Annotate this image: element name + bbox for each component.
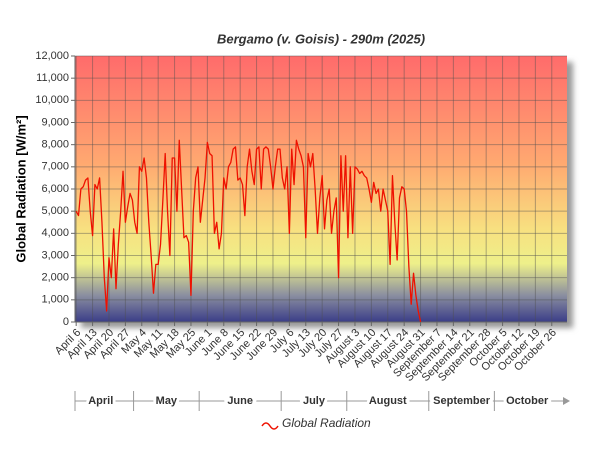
- chart-title: Bergamo (v. Goisis) - 290m (2025): [217, 31, 425, 46]
- legend-swatch: [261, 422, 279, 430]
- y-tick-label: 6,000: [41, 183, 69, 195]
- month-label: April: [88, 395, 113, 407]
- y-tick-label: 1,000: [41, 294, 69, 306]
- month-label: May: [156, 395, 178, 407]
- y-tick-label: 8,000: [41, 139, 69, 151]
- y-tick-label: 12,000: [35, 50, 69, 62]
- data-line: [75, 139, 422, 323]
- y-tick-label: 7,000: [41, 161, 69, 173]
- month-label: August: [369, 395, 407, 407]
- month-label: June: [227, 395, 253, 407]
- y-tick-label: 0: [63, 316, 69, 328]
- y-tick-label: 2,000: [41, 272, 69, 284]
- y-tick-label: 11,000: [36, 72, 69, 84]
- legend-label: Global Radiation: [282, 416, 371, 430]
- plot-layer: 0 1,000 2,000 3,000 4,000 5,000 6,000 7,000 8,00…: [35, 50, 570, 430]
- y-axis-label: Global Radiation [W/m²]: [13, 115, 28, 262]
- month-label: September: [433, 395, 491, 407]
- month-label: July: [303, 395, 326, 407]
- month-arrow: [563, 397, 570, 405]
- y-tick-label: 5,000: [41, 205, 69, 217]
- y-tick-label: 3,000: [41, 249, 69, 261]
- month-label: October: [506, 395, 549, 407]
- y-tick-label: 4,000: [41, 227, 69, 239]
- y-tick-label: 9,000: [41, 116, 69, 128]
- y-tick-label: 10,000: [35, 94, 69, 106]
